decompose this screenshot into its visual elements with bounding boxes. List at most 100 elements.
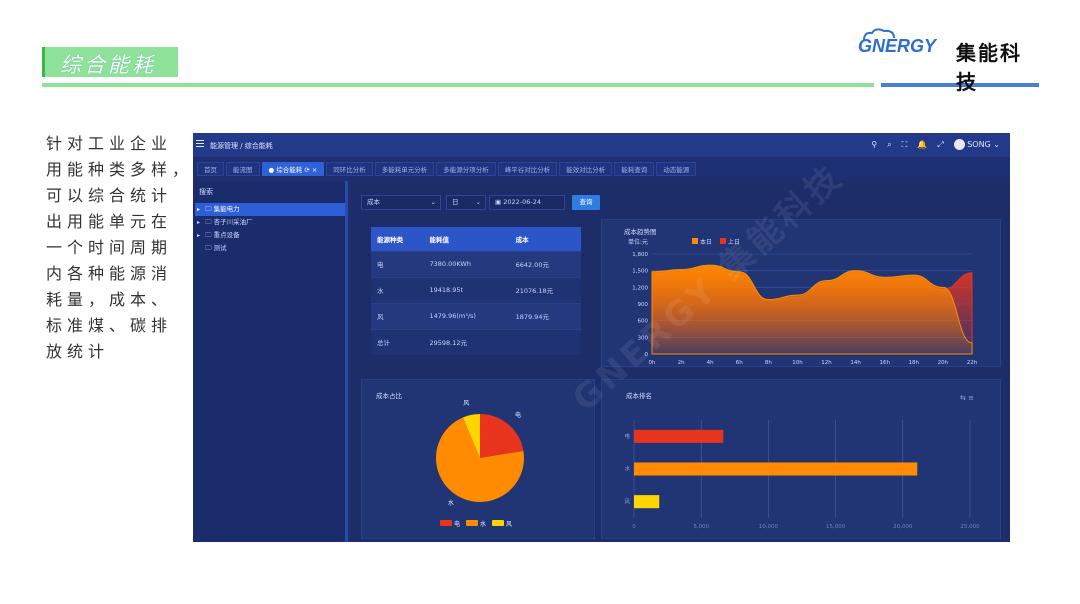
description-line: 可以综合统计 xyxy=(46,186,173,205)
breadcrumb: 能源管理 / 综合能耗 xyxy=(210,142,273,150)
table-row: 电 7380.00KWh 6642.00元 xyxy=(371,250,581,277)
main-content: 成本 ⌄ 日 ⌄ ▣ 2022-06-24 查询 能源种类 能耗值 成本 电 7380.0… xyxy=(351,156,1010,542)
trend-chart-title: 成本趋势图 xyxy=(624,227,657,236)
date-value: 2022-06-24 xyxy=(503,198,541,206)
chevron-down-icon: ⌄ xyxy=(475,198,481,206)
user-menu[interactable]: SONG ⌄ xyxy=(953,139,1000,150)
table-body: 电 7380.00KWh 6642.00元水 19418.95t 21076.18元风 1… xyxy=(371,250,581,355)
table-header-cell: 能源种类 xyxy=(371,227,424,251)
x-tick-label: 18h xyxy=(909,360,920,366)
sidebar-tree-item[interactable]: ▸ 🗀 集能电力 xyxy=(195,203,345,216)
pie-chart-card: 成本占比电水风电水风 xyxy=(361,379,595,539)
x-tick-label: 0h xyxy=(649,360,656,366)
sidebar-tree: ▸ 🗀 集能电力 ▸ 🗀 杏子川采油厂 ▸ 🗀 重点设备 🗀 测试 xyxy=(195,203,345,255)
tab-item[interactable]: 峰平谷对比分析 xyxy=(497,162,558,176)
table-cell: 19418.95t xyxy=(423,276,510,303)
description-text: 针对工业企业 用能种类多样， 可以综合统计 出用能单元在 一个时间周期 内各种能源消 耗量，… xyxy=(46,131,188,365)
tab-item[interactable]: 首页 xyxy=(197,162,224,176)
period-select[interactable]: 日 ⌄ xyxy=(446,195,486,210)
sidebar-tree-label: 重点设备 xyxy=(213,231,240,239)
tab-item[interactable]: 动态能源 xyxy=(656,162,697,176)
sidebar-search-label[interactable]: 搜索 xyxy=(199,188,213,196)
x-tick-label: 20h xyxy=(938,360,949,366)
sidebar-tree-item[interactable]: ▸ 🗀 重点设备 xyxy=(195,229,345,242)
date-picker[interactable]: ▣ 2022-06-24 xyxy=(489,195,565,210)
energy-table: 能源种类 能耗值 成本 电 7380.00KWh 6642.00元水 19418.95t 2… xyxy=(371,227,581,355)
table-cell: 1879.94元 xyxy=(509,302,581,329)
period-select-value: 日 xyxy=(452,198,459,206)
trend-chart-card: 成本趋势图 单位:元 本日 上日 0 300 600 900 1,200 1,500 1,800 0h… xyxy=(601,219,1001,367)
pie-label: 风 xyxy=(463,400,469,407)
pie-slice xyxy=(480,414,524,458)
folder-icon: 🗀 xyxy=(205,231,214,239)
x-tick-label: 8h xyxy=(765,360,772,366)
company-logo: GNERGY 集能科技 xyxy=(858,28,1043,94)
bar xyxy=(634,462,918,476)
logo-text: GNERGY xyxy=(858,36,937,56)
chevron-right-icon[interactable]: ▸ xyxy=(197,232,201,239)
x-tick-label: 10,000 xyxy=(759,524,779,530)
legend-label: 上日 xyxy=(728,238,740,246)
sidebar-tree-label: 测试 xyxy=(213,244,227,252)
avatar xyxy=(953,139,965,150)
tab-item[interactable]: 多能耗单元分析 xyxy=(374,162,435,176)
pie-slice xyxy=(462,414,480,458)
legend-swatch xyxy=(492,520,504,526)
search-icon[interactable]: ⌕ xyxy=(887,139,892,149)
tab-item[interactable]: 多能源分项分析 xyxy=(436,162,496,176)
x-tick-label: 6h xyxy=(736,360,743,366)
chevron-right-icon[interactable]: ▸ xyxy=(197,206,201,213)
y-tick-label: 0 xyxy=(645,352,649,358)
user-name: SONG xyxy=(967,140,991,149)
logo-cn-text: 集能科技 xyxy=(956,41,1022,94)
pie-chart-title: 成本占比 xyxy=(376,391,403,400)
sidebar-tree-item[interactable]: ▸ 🗀 杏子川采油厂 xyxy=(195,216,345,229)
legend-swatch xyxy=(466,520,478,526)
green-divider xyxy=(42,83,874,87)
x-tick-label: 2h xyxy=(678,360,685,366)
y-tick-label: 电 xyxy=(624,432,630,440)
chart-toolbox-icon[interactable]: ⇆ ≡ xyxy=(960,394,974,402)
top-bar: 能源管理 / 综合能耗 ⚲ ⌕ ⛶ 🔔 ⤢ SONG ⌄ xyxy=(193,133,1010,157)
x-tick-label: 0 xyxy=(632,524,636,530)
bell-icon[interactable]: 🔔 xyxy=(917,140,928,149)
description-line: 耗量，成本、 xyxy=(46,290,173,309)
tab-item[interactable]: 能效对比分析 xyxy=(559,162,613,176)
chevron-right-icon[interactable]: ▸ xyxy=(197,219,201,226)
table-cell: 21076.18元 xyxy=(509,276,581,303)
blue-divider xyxy=(881,83,1039,87)
expand-icon[interactable]: ⤢ xyxy=(937,139,944,149)
bar xyxy=(634,495,660,509)
description-line: 放统计 xyxy=(46,342,110,361)
x-tick-label: 25,000 xyxy=(960,524,980,530)
type-select[interactable]: 成本 ⌄ xyxy=(361,195,441,210)
pie-slice xyxy=(436,417,524,502)
github-icon[interactable]: ⚲ xyxy=(871,140,878,149)
tab-item[interactable]: 同环比分析 xyxy=(326,162,373,176)
table-cell: 1479.96(m³/s) xyxy=(423,302,510,329)
app-screenshot: 能源管理 / 综合能耗 ⚲ ⌕ ⛶ 🔔 ⤢ SONG ⌄ 首页 能流图 ● 综合能耗… xyxy=(193,133,1010,542)
trend-chart-ylabel: 单位:元 xyxy=(628,238,648,246)
fullscreen-icon[interactable]: ⛶ xyxy=(901,139,908,149)
tab-item[interactable]: 能流图 xyxy=(226,162,260,176)
sidebar-tree-item[interactable]: 🗀 测试 xyxy=(195,242,345,255)
table-cell: 7380.00KWh xyxy=(423,250,510,277)
table-header-row: 能源种类 能耗值 成本 xyxy=(371,227,581,251)
table-cell: 电 xyxy=(371,250,424,277)
y-tick-label: 1,200 xyxy=(632,285,648,291)
description-line: 针对工业企业 xyxy=(46,134,173,153)
tab-item[interactable]: ● 综合能耗 ⟳ × xyxy=(261,162,325,176)
legend-label: 风 xyxy=(506,521,512,528)
table-cell: 水 xyxy=(371,276,424,303)
table-cell: 29598.12元 xyxy=(423,328,510,355)
folder-icon: 🗀 xyxy=(205,205,214,213)
query-button[interactable]: 查询 xyxy=(572,195,600,210)
hamburger-menu-icon[interactable] xyxy=(196,140,204,147)
tab-item[interactable]: 能耗查询 xyxy=(614,162,655,176)
series-area-0 xyxy=(651,264,973,355)
bar-chart: 成本排名 ⇆ ≡ 0 5,000 10,000 15,000 20,000 25,000 电水风 xyxy=(624,391,980,530)
legend-swatch xyxy=(720,238,726,244)
x-tick-label: 16h xyxy=(879,360,890,366)
y-tick-label: 水 xyxy=(624,465,630,473)
x-tick-label: 14h xyxy=(850,360,861,366)
